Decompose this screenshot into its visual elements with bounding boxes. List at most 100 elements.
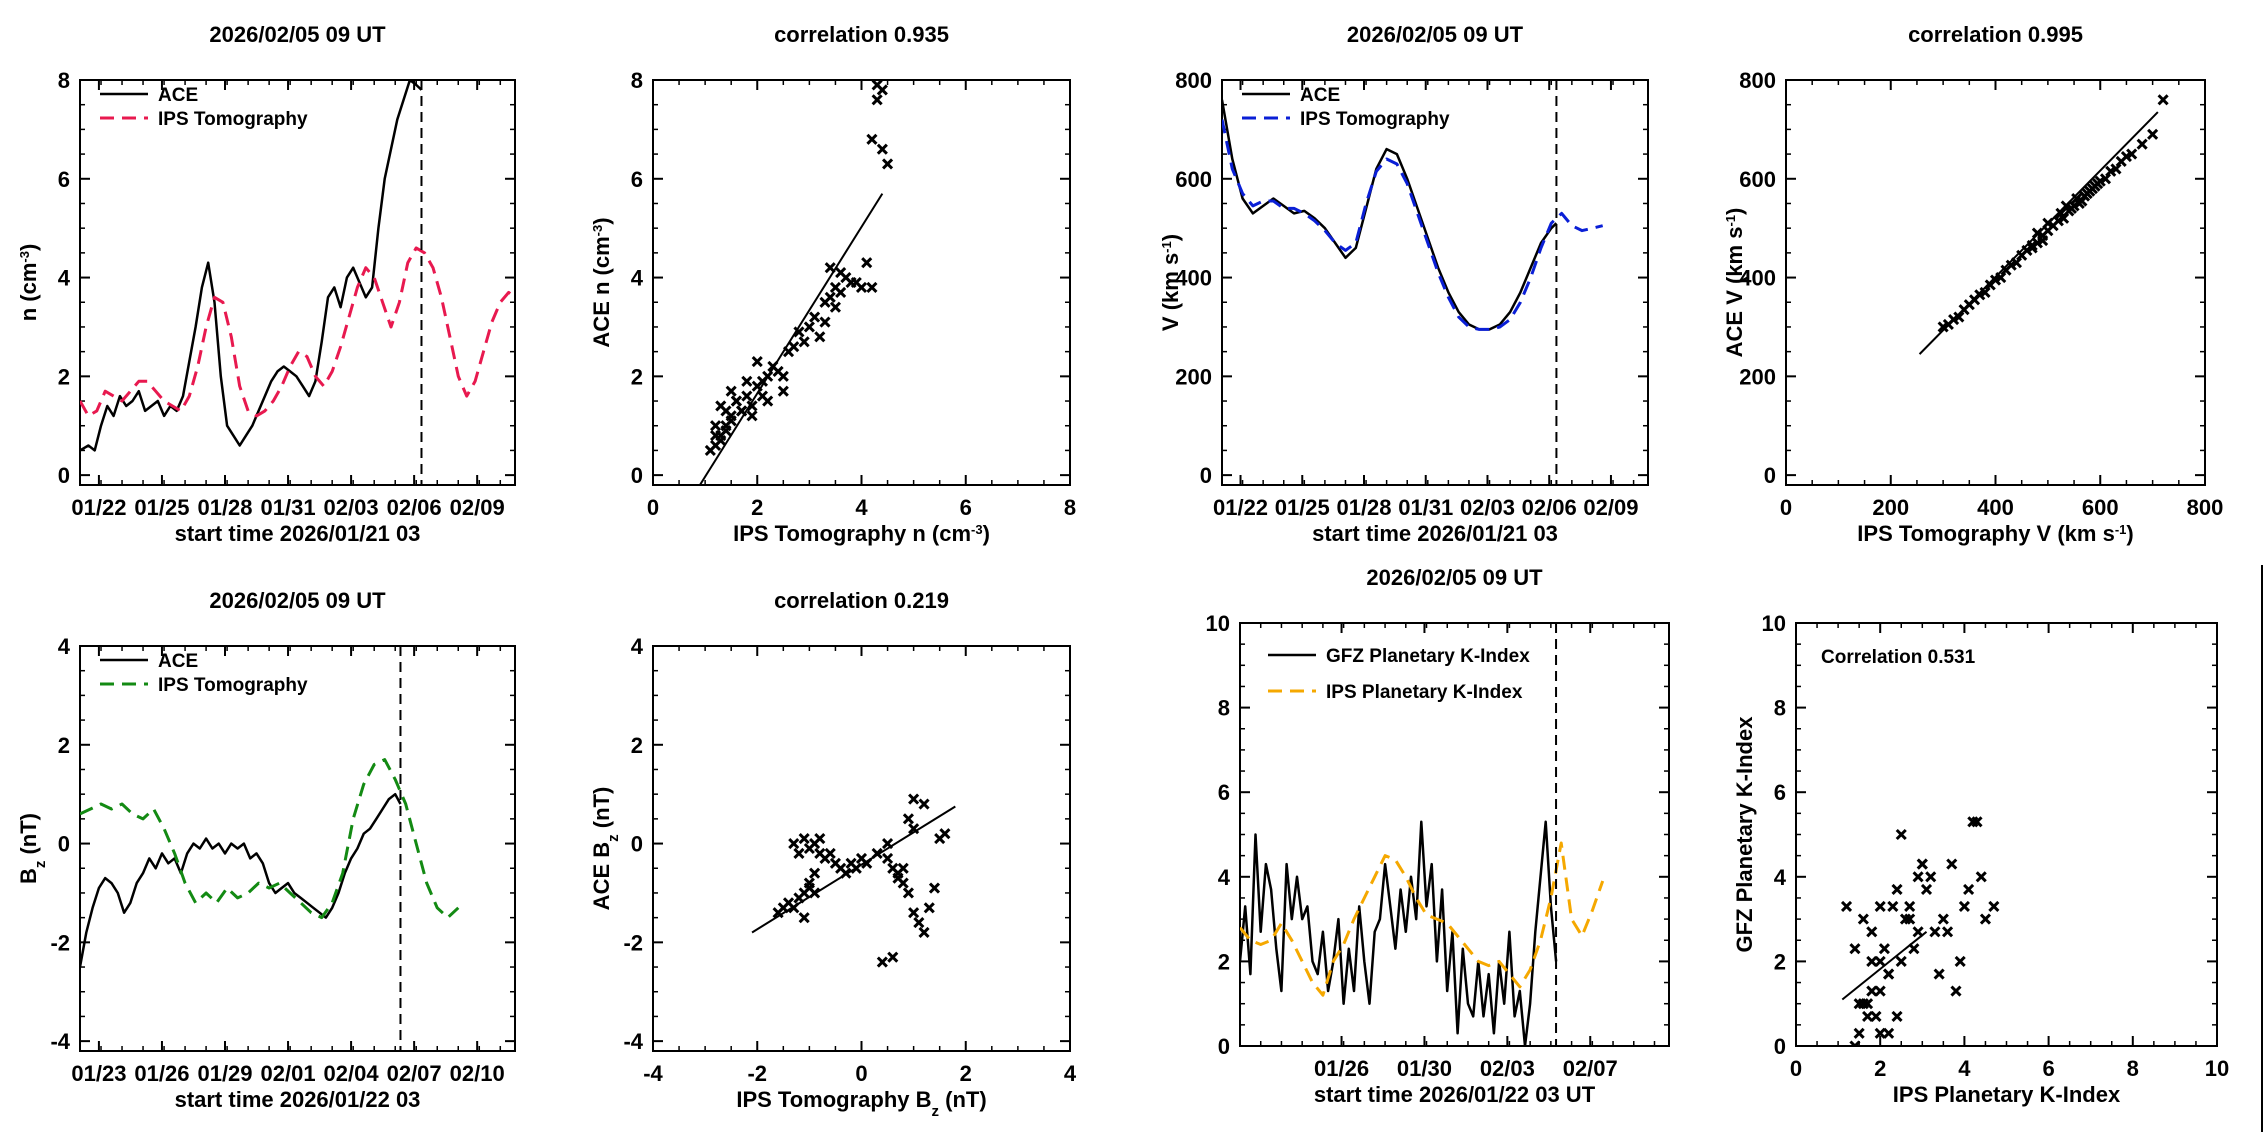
data-point xyxy=(814,847,826,859)
data-point xyxy=(866,133,878,145)
data-point xyxy=(1946,858,1958,870)
data-point xyxy=(1883,1027,1895,1039)
plot-area xyxy=(1240,623,1605,1046)
data-point xyxy=(1878,943,1890,955)
y-tick-label: -2 xyxy=(50,930,70,955)
data-point xyxy=(1857,913,1869,925)
series-line-1 xyxy=(80,792,402,968)
data-point xyxy=(835,267,847,279)
legend-label: GFZ Planetary K-Index xyxy=(1326,646,1530,667)
data-point xyxy=(814,833,826,845)
chart-title: correlation 0.995 xyxy=(1908,22,2083,47)
data-point xyxy=(824,262,836,274)
y-tick-label: 8 xyxy=(631,68,643,93)
x-tick-label: 02/07 xyxy=(387,1061,442,1086)
data-point xyxy=(850,276,862,289)
series-line-1 xyxy=(1240,820,1558,1046)
data-point xyxy=(1950,985,1962,997)
data-point xyxy=(819,316,831,328)
data-point xyxy=(1840,900,1853,912)
data-point xyxy=(897,862,909,874)
x-tick-label: 02/03 xyxy=(1460,495,1515,520)
data-point xyxy=(882,158,894,170)
data-point xyxy=(814,331,826,343)
chart-p3: 2026/02/05 09 UT 01/22 01/25 01/28 01/31 02/0… xyxy=(1158,22,1649,546)
chart-title: 2026/02/05 09 UT xyxy=(1347,22,1524,47)
data-point xyxy=(1849,1040,1861,1046)
x-tick-label: 01/22 xyxy=(71,495,126,520)
data-point xyxy=(777,370,789,382)
y-tick-label: 6 xyxy=(1774,780,1786,805)
y-tick-label: -2 xyxy=(623,930,643,955)
data-point xyxy=(1874,900,1886,912)
data-point xyxy=(803,321,815,333)
data-point xyxy=(918,798,930,810)
y-tick-label: 8 xyxy=(1774,696,1786,721)
data-point xyxy=(751,355,763,368)
x-axis-label: start time 2026/01/21 03 xyxy=(1312,521,1558,546)
data-point xyxy=(2126,148,2138,160)
data-point xyxy=(809,311,821,323)
data-point xyxy=(730,395,742,407)
data-point xyxy=(2037,234,2049,247)
chart-title: correlation 0.219 xyxy=(774,588,949,613)
x-tick-label: 01/25 xyxy=(134,495,189,520)
data-point xyxy=(1920,883,1933,896)
data-point xyxy=(866,281,878,293)
data-point xyxy=(720,405,732,417)
chart-p1: 2026/02/05 09 UT 01/22 01/25 01/28 01/31 02/0… xyxy=(16,22,516,546)
y-tick-label: 2 xyxy=(58,364,70,389)
y-tick-label: 200 xyxy=(1739,364,1776,389)
legend: ACE IPS Tomography xyxy=(1242,85,1450,130)
x-tick-label: 02/07 xyxy=(1563,1056,1618,1081)
x-tick-label: -2 xyxy=(747,1061,767,1086)
x-axis-label: IPS Tomography Bz (nT) xyxy=(736,1087,986,1120)
y-tick-label: 4 xyxy=(58,266,71,291)
data-point xyxy=(736,405,748,417)
data-point xyxy=(809,887,821,899)
x-tick-label: 02/09 xyxy=(450,495,505,520)
data-point xyxy=(741,390,753,402)
data-point xyxy=(1912,926,1924,938)
x-tick-label: 2 xyxy=(751,495,763,520)
data-point xyxy=(1891,883,1903,896)
y-tick-label: 600 xyxy=(1739,167,1776,192)
data-point xyxy=(1954,955,1966,967)
data-point xyxy=(835,286,847,298)
data-point xyxy=(1874,1027,1886,1039)
data-point xyxy=(2157,94,2169,106)
data-point xyxy=(928,882,941,894)
chart-title: 2026/02/05 09 UT xyxy=(209,588,386,613)
x-tick-label: 02/10 xyxy=(450,1061,505,1086)
x-tick-label: 2 xyxy=(1874,1056,1886,1081)
chart-p4: correlation 0.995 0 200 400 600 800 0 200 400 600… xyxy=(1722,22,2223,546)
data-point xyxy=(902,887,914,899)
data-point xyxy=(1975,871,1987,883)
data-point xyxy=(1916,858,1928,870)
x-tick-label: 800 xyxy=(2187,495,2224,520)
x-tick-label: 02/01 xyxy=(261,1061,316,1086)
y-axis-label: n (cm-3) xyxy=(16,244,41,322)
data-point xyxy=(2031,227,2043,239)
y-axis-label: ACE Bz (nT) xyxy=(589,787,622,911)
data-point xyxy=(1866,985,1878,997)
data-point xyxy=(871,94,883,106)
data-point xyxy=(923,902,935,914)
x-axis-label: start time 2026/01/22 03 xyxy=(175,1087,421,1112)
data-point xyxy=(1887,900,1899,912)
y-tick-label: 600 xyxy=(1175,167,1212,192)
y-tick-label: 6 xyxy=(631,167,643,192)
x-tick-label: 01/26 xyxy=(1314,1056,1369,1081)
data-point xyxy=(1866,926,1878,938)
x-tick-label: 02/06 xyxy=(1522,495,1577,520)
x-tick-label: 02/03 xyxy=(324,495,379,520)
data-point xyxy=(1866,955,1878,967)
data-point xyxy=(2010,257,2023,269)
y-tick-label: 200 xyxy=(1175,364,1212,389)
x-tick-label: 0 xyxy=(1780,495,1792,520)
data-point xyxy=(1958,900,1970,912)
data-point xyxy=(1941,926,1954,938)
data-point xyxy=(2026,242,2038,254)
x-tick-label: 02/09 xyxy=(1583,495,1638,520)
data-point xyxy=(704,444,716,456)
